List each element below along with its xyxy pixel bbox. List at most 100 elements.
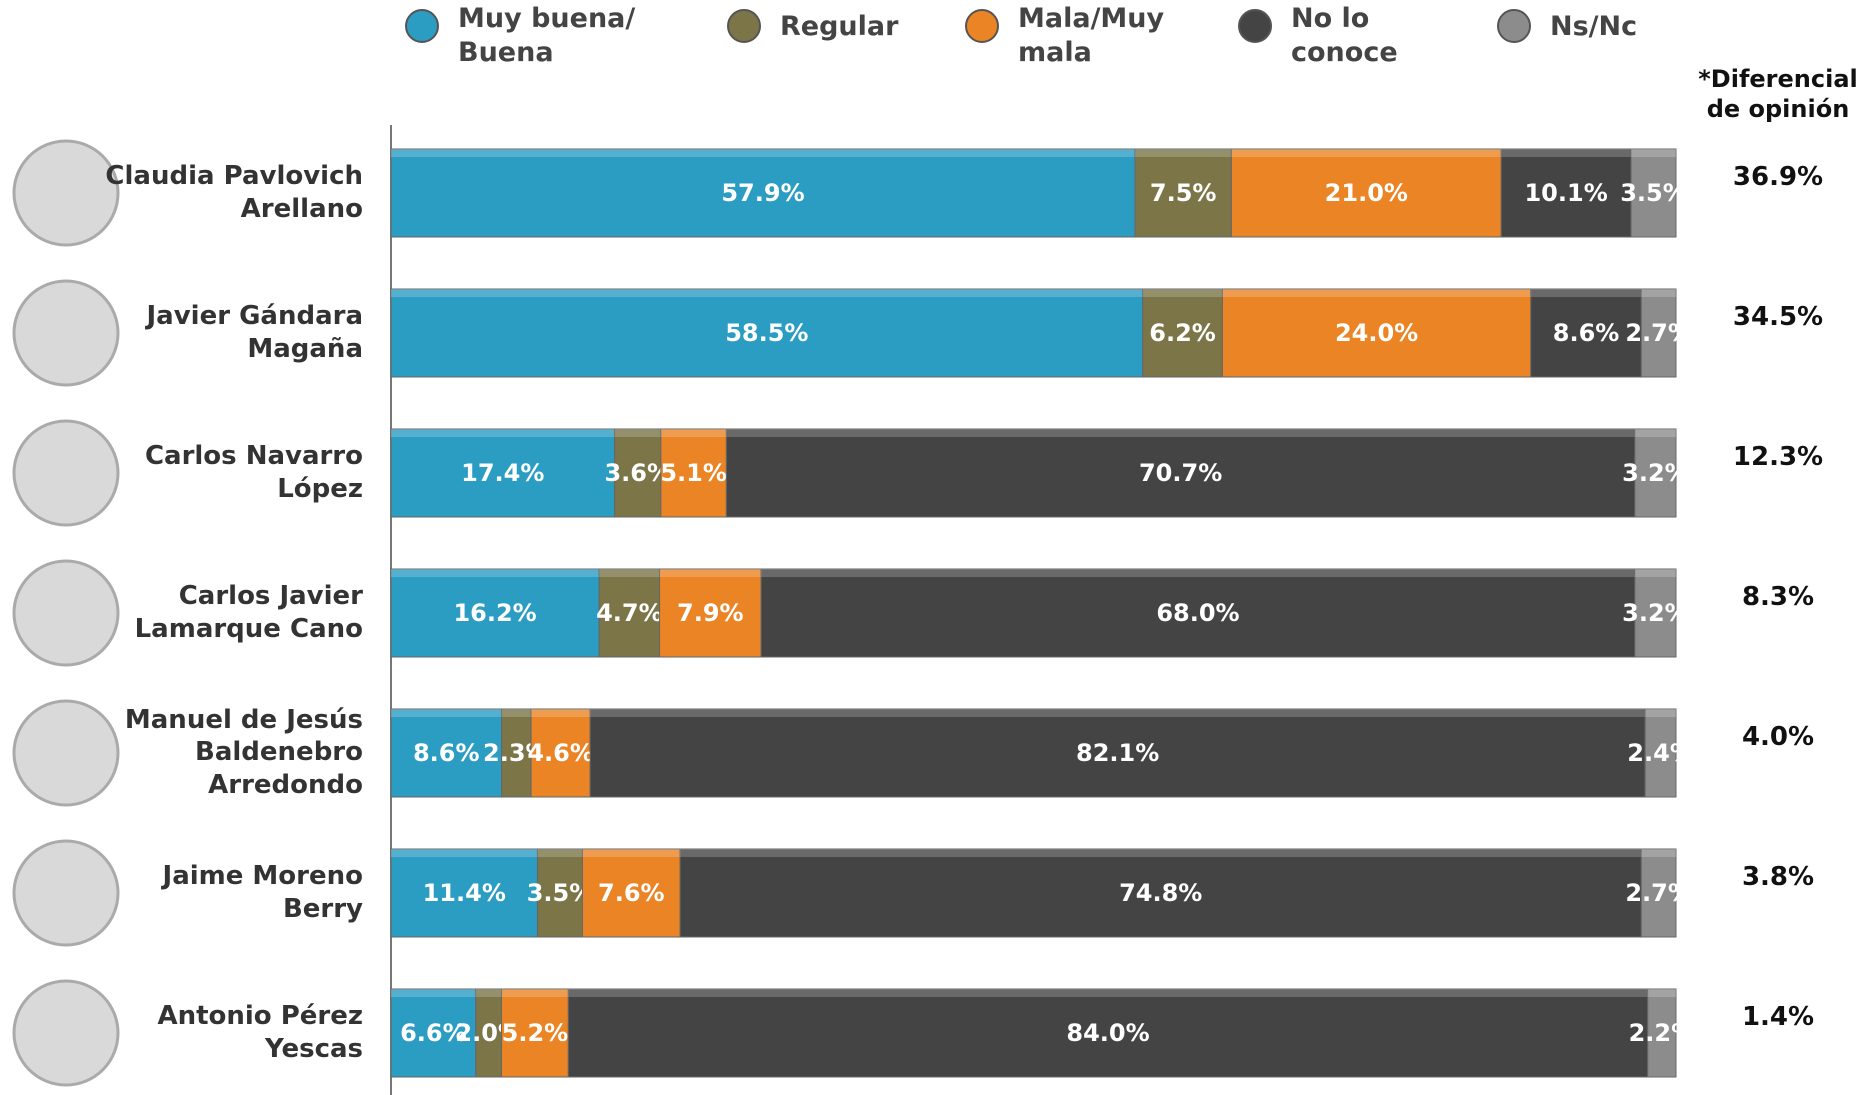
bar-segment [1500,148,1632,238]
bar-segment [390,708,503,798]
differential-value: 12.3% [1732,442,1824,472]
bar-highlight [1641,289,1676,297]
bar-segment [1640,848,1677,938]
photo [12,139,120,247]
bar-highlight [614,429,661,437]
bar-segment [1634,568,1677,658]
value-label: 5.1% [660,459,727,487]
differential-value: 8.3% [1741,582,1815,612]
value-label: 21.0% [1325,179,1408,207]
candidate-name: Carlos Javier Lamarque Cano [134,581,363,644]
bar-highlight [1530,289,1642,297]
value-label: 16.2% [453,599,536,627]
value-label: 84.0% [1066,1019,1149,1047]
bar-highlight [391,709,502,717]
bar-highlight [1634,429,1676,437]
candidate-name: Antonio Pérez Yescas [157,1001,363,1064]
bar-highlight [391,429,615,437]
bar-segment [581,848,681,938]
value-label: 3.6% [604,459,671,487]
value-label: 17.4% [461,459,544,487]
bar-highlight [1647,989,1676,997]
value-label: 4.6% [527,739,594,767]
value-label: 4.7% [596,599,663,627]
differential-value: 1.4% [1741,1002,1815,1032]
bar-segment [390,988,477,1078]
bar-highlight [1631,149,1676,157]
bar-segment [679,848,1642,938]
value-label: 2.4% [1627,739,1694,767]
bar-segment [536,848,583,938]
value-label: 24.0% [1335,319,1418,347]
value-label: 5.2% [502,1019,569,1047]
bar-segment [390,428,616,518]
legend-label: Muy buena/ Buena [458,3,636,68]
bar-highlight [680,849,1642,857]
bar-highlight [1135,149,1232,157]
differential-title: *Diferencial de opinión [1698,65,1858,123]
value-label: 8.6% [1553,319,1620,347]
bar-highlight [659,569,762,577]
bar-highlight [1501,149,1632,157]
bar-segment [659,568,762,658]
bar-segment [760,568,1636,658]
bar-segment [614,428,662,518]
legend-marker [1238,9,1272,43]
value-label: 70.7% [1139,459,1222,487]
value-label: 7.5% [1150,179,1217,207]
bar-segment [725,428,1636,518]
bar-segment [1221,288,1532,378]
bar-segment [1647,988,1677,1078]
photo [12,419,120,527]
differential-value: 34.5% [1732,302,1824,332]
bar-segment [1530,288,1642,378]
value-label: 3.2% [1622,459,1689,487]
legend-marker [727,9,761,43]
bar-highlight [590,709,1646,717]
bar-highlight [475,989,502,997]
bar-highlight [582,849,681,857]
bar-highlight [1634,569,1676,577]
candidate-name: Carlos Navarro López [144,441,363,504]
value-label: 2.7% [1625,319,1692,347]
bar-highlight [501,989,569,997]
value-label: 3.5% [1620,179,1687,207]
bar-segment [390,148,1136,238]
legend-label: No lo conoce [1291,3,1398,68]
value-label: 11.4% [423,879,506,907]
bar-segment [589,708,1646,798]
differential-value: 4.0% [1741,722,1815,752]
photo [12,839,120,947]
bar-segment [598,568,661,658]
candidate-name: Claudia Pavlovich Arellano [105,161,363,224]
bar-highlight [1641,849,1676,857]
bar-segment [660,428,727,518]
bar-highlight [501,709,532,717]
bar-highlight [391,289,1143,297]
value-label: 74.8% [1119,879,1202,907]
photo [12,279,120,387]
value-label: 3.2% [1622,599,1689,627]
photo [12,699,120,807]
bar-segment [475,988,503,1078]
value-label: 6.2% [1149,319,1216,347]
legend-label: Mala/Muy mala [1018,3,1165,68]
bar-highlight [568,989,1648,997]
candidate-name: Jaime Moreno Berry [162,861,363,924]
bar-highlight [726,429,1635,437]
legend-label: Ns/Nc [1550,11,1638,42]
bar-highlight [1645,709,1676,717]
value-label: 58.5% [725,319,808,347]
bar-segment [530,708,591,798]
bar-highlight [391,149,1136,157]
value-label: 57.9% [721,179,804,207]
bar-segment [1630,148,1677,238]
bar-segment [390,288,1144,378]
bar-segment [1134,148,1232,238]
differential-value: 36.9% [1732,162,1824,192]
legend-marker [1497,9,1531,43]
bar-segment [1644,708,1677,798]
legend-marker [405,9,439,43]
bar-highlight [531,709,591,717]
